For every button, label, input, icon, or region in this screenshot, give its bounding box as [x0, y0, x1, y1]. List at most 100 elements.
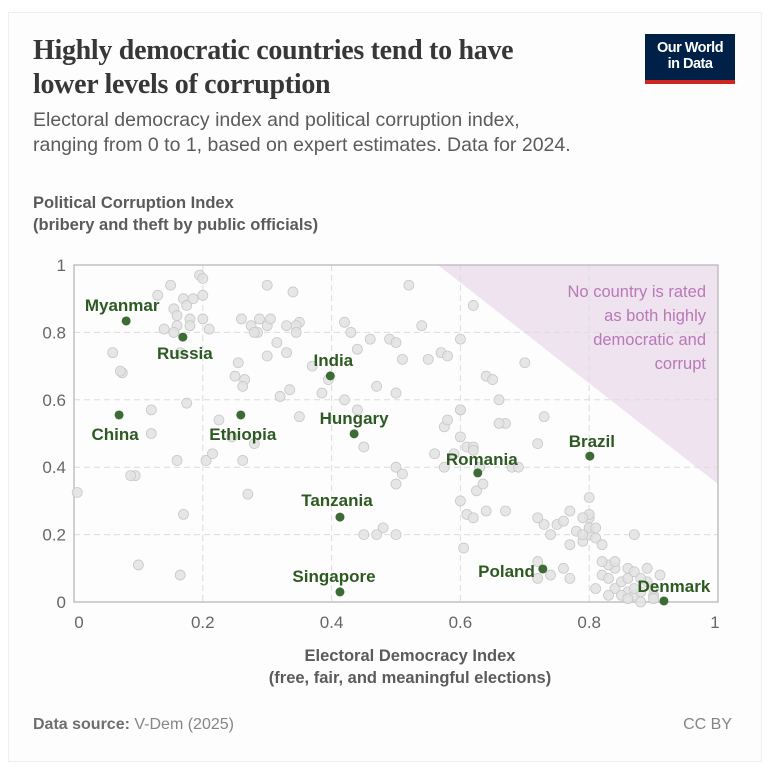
other-country-point: [203, 323, 215, 335]
other-country-point: [316, 387, 328, 399]
other-country-point: [454, 333, 466, 345]
other-country-point: [590, 522, 602, 534]
other-country-point: [377, 522, 389, 534]
x-tick-label: 0: [74, 613, 83, 632]
other-country-point: [416, 320, 428, 332]
title-line-1: Highly democratic countries tend to have: [33, 35, 514, 66]
other-country-point: [477, 478, 489, 490]
other-country-point: [284, 384, 296, 396]
other-country-point: [467, 444, 479, 456]
country-point-denmark: [659, 596, 669, 606]
annotation-text-line: as both highly: [604, 307, 707, 325]
other-country-point: [519, 357, 531, 369]
annotation-text-line: No country is rated: [568, 283, 706, 301]
other-country-point: [178, 508, 189, 520]
y-axis-label: Political Corruption Index (bribery and …: [33, 192, 318, 236]
country-label-poland: Poland: [478, 562, 535, 581]
other-country-point: [306, 360, 318, 372]
other-country-point: [545, 569, 556, 581]
plot-frame: [73, 264, 719, 603]
other-country-point: [339, 316, 350, 328]
other-country-point: [248, 438, 260, 450]
other-country-point: [237, 455, 249, 466]
other-country-point: [371, 529, 383, 540]
other-country-point: [371, 380, 383, 392]
x-axis-label-line-2: (free, fair, and meaningful elections): [268, 669, 552, 687]
license-link[interactable]: CC BY: [683, 716, 732, 733]
other-country-point: [442, 350, 453, 362]
country-label-denmark: Denmark: [638, 577, 711, 596]
other-country-point: [261, 279, 273, 291]
other-country-point: [590, 583, 602, 594]
other-country-point: [454, 404, 466, 416]
other-country-point: [635, 573, 647, 584]
other-country-point: [622, 593, 634, 605]
other-country-point: [274, 391, 286, 402]
other-country-point: [532, 556, 544, 567]
other-country-point: [271, 337, 283, 348]
country-point-ethiopia: [236, 410, 246, 420]
other-country-point: [493, 394, 505, 406]
chart-subtitle: Electoral democracy index and political …: [33, 108, 653, 158]
other-country-point: [158, 323, 170, 335]
other-country-point: [187, 293, 199, 305]
country-point-myanmar: [121, 316, 131, 326]
other-country-point: [132, 559, 144, 571]
x-axis-label: Electoral Democracy Index (free, fair, a…: [200, 645, 620, 689]
other-country-point: [213, 414, 225, 426]
other-country-point: [293, 411, 305, 423]
other-country-point: [648, 593, 659, 605]
country-point-singapore: [335, 587, 345, 597]
other-country-point: [237, 380, 249, 392]
other-country-point: [564, 505, 576, 517]
x-tick-label: 0.4: [320, 613, 344, 632]
owid-logo[interactable]: Our World in Data: [645, 34, 735, 84]
country-label-romania: Romania: [446, 450, 518, 469]
other-country-point: [487, 374, 499, 385]
y-tick-label: 0.8: [42, 323, 66, 342]
other-country-point: [538, 411, 550, 423]
other-country-point: [184, 320, 196, 332]
other-country-point: [471, 485, 482, 497]
other-country-point: [107, 347, 119, 359]
other-country-point: [429, 448, 441, 460]
other-country-point: [577, 529, 589, 540]
other-country-point: [538, 519, 550, 530]
other-country-point: [390, 478, 402, 490]
other-country-point: [628, 566, 640, 578]
y-tick-label: 0: [57, 593, 66, 612]
other-country-point: [71, 487, 83, 498]
other-country-point: [603, 573, 614, 584]
other-country-point: [345, 326, 357, 338]
annotation-text-line: democratic and: [593, 331, 706, 349]
other-country-point: [635, 596, 647, 608]
subtitle-line-2: ranging from 0 to 1, based on expert est…: [33, 134, 571, 156]
other-country-point: [265, 313, 276, 325]
subtitle-line-1: Electoral democracy index and political …: [33, 109, 520, 131]
other-country-point: [532, 438, 544, 450]
data-source-link[interactable]: V-Dem (2025): [134, 716, 234, 733]
country-point-brazil: [585, 451, 595, 461]
y-tick-label: 0.2: [42, 526, 66, 545]
data-source: Data source: V-Dem (2025): [33, 716, 234, 734]
other-country-point: [532, 573, 544, 584]
country-label-ethiopia: Ethiopia: [209, 425, 277, 444]
other-country-point: [351, 343, 363, 355]
other-country-point: [558, 562, 569, 574]
other-country-point: [229, 370, 241, 382]
other-country-point: [628, 529, 640, 540]
other-country-point: [403, 279, 415, 291]
country-point-poland: [538, 564, 548, 574]
country-point-china: [114, 410, 124, 420]
other-country-point: [174, 569, 186, 581]
other-country-point: [448, 448, 460, 460]
other-country-point: [287, 286, 299, 298]
other-country-point: [181, 300, 193, 311]
other-country-point: [467, 512, 479, 524]
other-country-point: [596, 556, 608, 567]
x-tick-label: 1: [710, 613, 719, 632]
other-country-point: [467, 300, 479, 311]
other-country-point: [545, 529, 556, 540]
x-tick-label: 0.2: [191, 613, 215, 632]
